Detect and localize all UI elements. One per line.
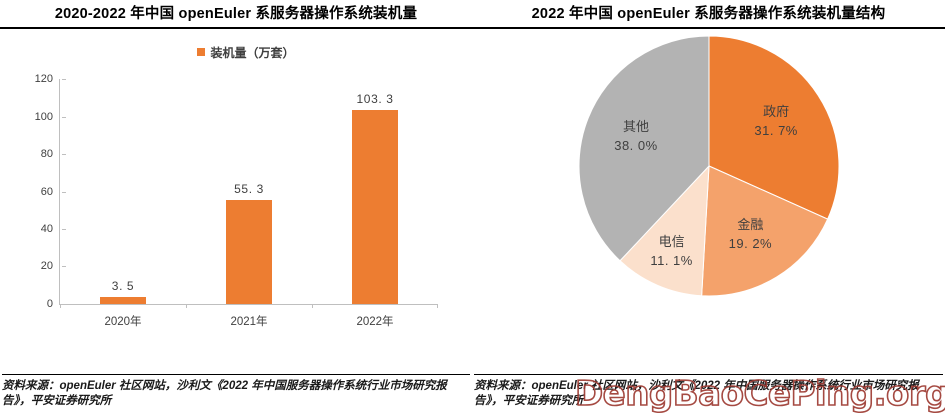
pie-slice-name: 其他 bbox=[622, 119, 649, 135]
left-title-rule bbox=[0, 27, 472, 29]
bar-value-label: 3. 5 bbox=[111, 279, 135, 294]
x-axis-tick: 2020年 bbox=[104, 316, 142, 328]
y-axis-tick: 40 bbox=[41, 223, 67, 235]
bar-group: 55. 3 2021年 bbox=[186, 79, 312, 328]
y-axis-tick: 100 bbox=[35, 111, 67, 123]
left-source-note: 资料来源：openEuler 社区网站，沙利文《2022 年中国服务器操作系统行… bbox=[2, 374, 470, 416]
pie-slice-percent: 38. 0% bbox=[614, 138, 658, 154]
right-source-note: 资料来源：openEuler 社区网站，沙利文《2022 年中国服务器操作系统行… bbox=[474, 374, 943, 416]
pie-label-finance: 金融 19. 2% bbox=[729, 216, 772, 254]
pie-slice-name: 金融 bbox=[737, 217, 764, 232]
bar-group: 103. 3 2022年 bbox=[312, 79, 438, 328]
x-axis-tick: 2021年 bbox=[230, 316, 268, 328]
left-figure-panel: 2020-2022 年中国 openEuler 系服务器操作系统装机量 装机量（… bbox=[0, 0, 472, 416]
bar[interactable]: 103. 3 bbox=[352, 92, 398, 304]
pie-slice-percent: 31. 7% bbox=[754, 123, 798, 139]
right-title-rule bbox=[472, 27, 945, 29]
y-axis-tick: 120 bbox=[35, 73, 67, 85]
pie-slice-percent: 11. 1% bbox=[650, 253, 693, 269]
bar-value-label: 103. 3 bbox=[356, 92, 394, 107]
pie-slice[interactable] bbox=[578, 35, 709, 262]
pie-slice-name: 电信 bbox=[658, 234, 685, 250]
bar-chart-legend: 装机量（万套） bbox=[0, 39, 472, 65]
y-axis-tick: 20 bbox=[41, 260, 67, 272]
pie-label-other: 其他 38. 0% bbox=[614, 118, 657, 156]
pie-label-telecom: 电信 11. 1% bbox=[650, 233, 693, 271]
pie-label-government: 政府 31. 7% bbox=[754, 103, 797, 141]
bar[interactable]: 3. 5 bbox=[100, 279, 146, 304]
bar-chart-body: 装机量（万套） 120 100 80 60 40 20 0 3. 5 bbox=[0, 29, 472, 374]
bar-value-label: 55. 3 bbox=[234, 182, 264, 197]
pie-chart-body: 政府 31. 7% 金融 19. 2% 电信 11. 1% 其他 38. 0% bbox=[472, 29, 945, 374]
pie-chart: 政府 31. 7% 金融 19. 2% 电信 11. 1% 其他 38. 0% bbox=[472, 35, 945, 335]
bar-series: 3. 5 2020年 55. 3 2021年 103 bbox=[60, 79, 438, 328]
y-axis-tick: 0 bbox=[47, 298, 67, 310]
bar-chart: 120 100 80 60 40 20 0 3. 5 2020年 bbox=[14, 69, 458, 337]
pie-slice[interactable] bbox=[708, 35, 839, 220]
legend-swatch-icon bbox=[197, 48, 206, 56]
bar-group: 3. 5 2020年 bbox=[60, 79, 186, 328]
y-axis-tick: 80 bbox=[41, 148, 67, 160]
y-axis-tick: 60 bbox=[41, 186, 67, 198]
pie-svg bbox=[578, 35, 839, 297]
pie-slice-name: 政府 bbox=[763, 104, 790, 120]
pie-slice-percent: 19. 2% bbox=[728, 235, 773, 251]
bar-plot-area: 120 100 80 60 40 20 0 3. 5 2020年 bbox=[35, 73, 438, 328]
legend-label: 装机量（万套） bbox=[210, 45, 295, 60]
right-panel-title: 2022 年中国 openEuler 系服务器操作系统装机量结构 bbox=[531, 6, 886, 22]
left-panel-title: 2020-2022 年中国 openEuler 系服务器操作系统装机量 bbox=[54, 6, 418, 22]
pie-slice[interactable] bbox=[700, 165, 828, 297]
bar[interactable]: 55. 3 bbox=[226, 182, 272, 304]
right-figure-panel: 2022 年中国 openEuler 系服务器操作系统装机量结构 政府 31. … bbox=[472, 0, 945, 416]
x-axis-tick: 2022年 bbox=[356, 316, 394, 328]
pie-slice[interactable] bbox=[618, 164, 710, 297]
